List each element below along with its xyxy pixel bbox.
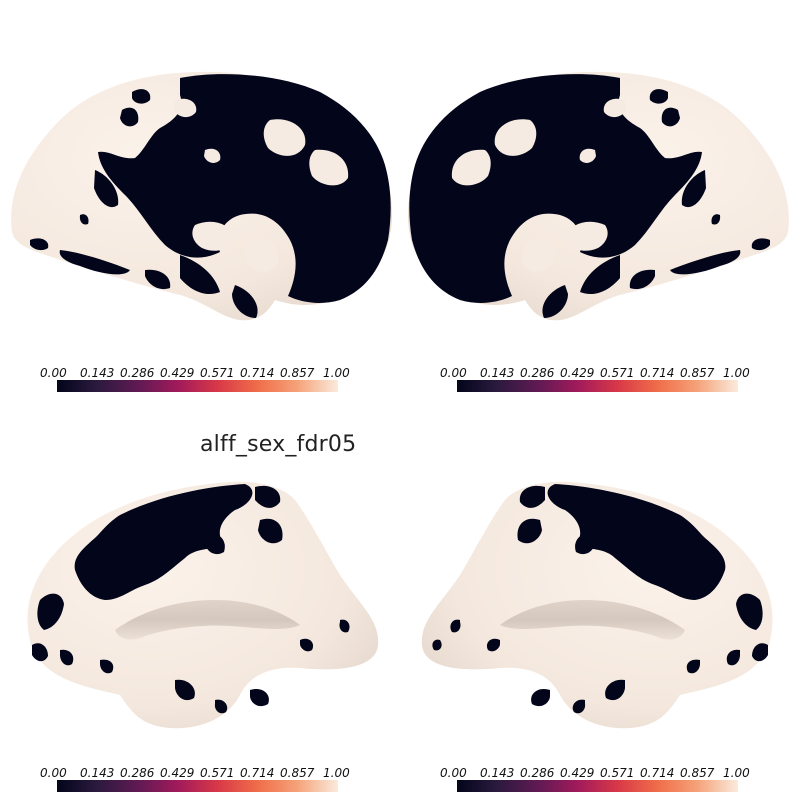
colorbar-tick: 0.143 (80, 766, 115, 780)
colorbar-tick: 0.286 (120, 766, 155, 780)
brain-top-right-holes (451, 98, 626, 272)
colorbar-tick: 0.571 (200, 366, 235, 380)
brain-top-left-blobs (30, 74, 391, 318)
brain-bottom-right-sulcus (500, 600, 685, 640)
colorbar-ticks: 0.00 0.143 0.286 0.429 0.571 0.714 0.857… (40, 366, 350, 380)
colorbar-tick: 0.571 (200, 766, 235, 780)
colorbar-tick: 0.143 (80, 366, 115, 380)
colorbar-gradient (57, 380, 338, 392)
colorbar-tick: 0.571 (600, 766, 635, 780)
colorbar-tick: 0.286 (520, 766, 555, 780)
colorbar-tick: 0.00 (440, 766, 467, 780)
colorbar-tick: 0.714 (640, 366, 675, 380)
colorbar-top-left: 0.00 0.143 0.286 0.429 0.571 0.714 0.857… (40, 366, 350, 402)
colorbar-tick: 0.00 (40, 366, 67, 380)
colorbar-tick: 0.00 (440, 366, 467, 380)
colorbar-tick: 0.00 (40, 766, 67, 780)
colorbar-tick: 0.857 (680, 766, 715, 780)
colorbar-tick: 0.143 (480, 766, 515, 780)
colorbar-tick: 0.714 (240, 766, 275, 780)
figure-title: alff_sex_fdr05 (200, 432, 357, 457)
brain-top-right-blobs (409, 74, 770, 318)
colorbar-gradient (457, 380, 738, 392)
colorbar-tick: 0.714 (240, 366, 275, 380)
colorbar-ticks: 0.00 0.143 0.286 0.429 0.571 0.714 0.857… (440, 766, 750, 780)
colorbar-bottom-right: 0.00 0.143 0.286 0.429 0.571 0.714 0.857… (440, 766, 750, 802)
colorbar-gradient (57, 780, 338, 792)
brain-top-left (11, 71, 392, 321)
colorbar-tick: 1.00 (323, 366, 350, 380)
colorbar-tick: 0.857 (280, 766, 315, 780)
brain-bottom-left-sulcus (115, 600, 300, 640)
colorbar-top-right: 0.00 0.143 0.286 0.429 0.571 0.714 0.857… (440, 366, 750, 402)
colorbar-tick: 0.429 (560, 366, 595, 380)
colorbar-tick: 0.286 (120, 366, 155, 380)
colorbar-tick: 0.429 (560, 766, 595, 780)
brain-bottom-left-blobs (32, 484, 350, 714)
colorbar-tick: 0.857 (280, 366, 315, 380)
colorbar-tick: 0.714 (640, 766, 675, 780)
brain-bottom-right (421, 481, 773, 729)
colorbar-tick: 0.143 (480, 366, 515, 380)
colorbar-tick: 0.571 (600, 366, 635, 380)
colorbar-ticks: 0.00 0.143 0.286 0.429 0.571 0.714 0.857… (40, 766, 350, 780)
brain-top-left-holes (174, 98, 349, 272)
colorbar-tick: 0.857 (680, 366, 715, 380)
brain-bottom-right-blobs (432, 484, 768, 714)
colorbar-tick: 0.429 (160, 766, 195, 780)
colorbar-bottom-left: 0.00 0.143 0.286 0.429 0.571 0.714 0.857… (40, 766, 350, 802)
colorbar-tick: 1.00 (723, 366, 750, 380)
colorbar-ticks: 0.00 0.143 0.286 0.429 0.571 0.714 0.857… (440, 366, 750, 380)
colorbar-tick: 1.00 (323, 766, 350, 780)
colorbar-tick: 1.00 (723, 766, 750, 780)
brain-bottom-left (27, 481, 379, 729)
colorbar-tick: 0.286 (520, 366, 555, 380)
colorbar-tick: 0.429 (160, 366, 195, 380)
colorbar-gradient (457, 780, 738, 792)
brain-top-right (408, 71, 789, 321)
